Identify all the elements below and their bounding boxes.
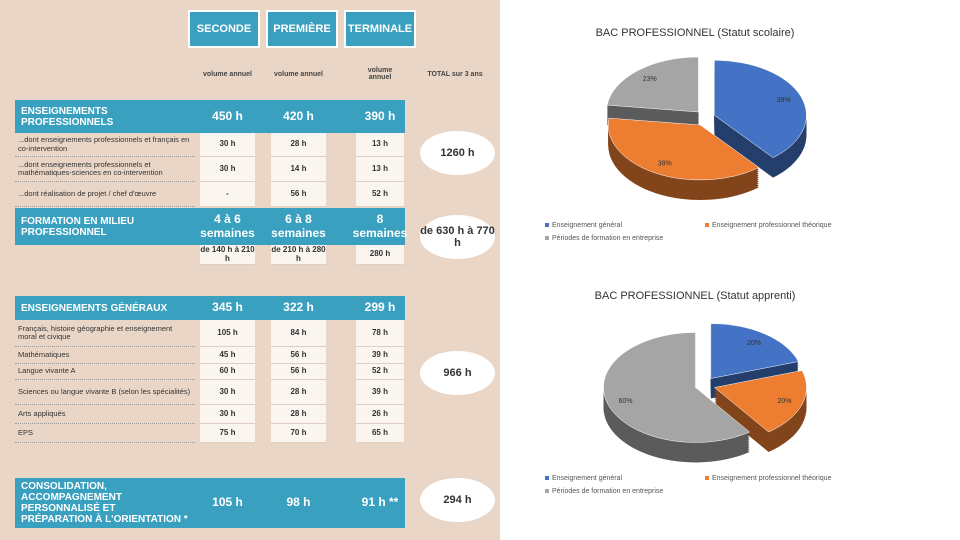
row-label: ...dont enseignements professionnels et … <box>15 133 195 157</box>
row-value: 65 h <box>356 424 404 443</box>
column-header: SECONDE <box>188 10 260 48</box>
total-bubble: de 630 h à 770 h <box>420 215 495 259</box>
section-title: CONSOLIDATION, ACCOMPAGNEMENT PERSONNALI… <box>21 481 188 525</box>
row-value: 28 h <box>271 133 326 157</box>
section-value: 98 h <box>286 495 311 510</box>
row-label: Arts appliqués <box>15 405 195 424</box>
row-label: Français, histoire géographie et enseign… <box>15 320 195 347</box>
row-value: 30 h <box>200 157 255 182</box>
section-value: 390 h <box>364 108 396 123</box>
section-title: ENSEIGNEMENTS PROFESSIONNELS <box>21 105 114 128</box>
row-value: 70 h <box>271 424 326 443</box>
slice <box>606 56 699 113</box>
legend-swatch <box>545 476 549 480</box>
row-value: - <box>200 182 255 207</box>
row-value: 84 h <box>271 320 326 347</box>
section-title: FORMATION EN MILIEU PROFESSIONNEL <box>21 215 135 238</box>
row-value: 56 h <box>271 347 326 364</box>
legend-swatch <box>545 236 549 240</box>
row-value: 56 h <box>271 364 326 380</box>
row-value: 60 h <box>200 364 255 380</box>
slice <box>713 370 807 433</box>
section-band <box>15 478 405 528</box>
slice <box>603 332 751 443</box>
legend-swatch <box>705 223 709 227</box>
section-band <box>15 296 405 320</box>
column-subheader: volume annuel <box>273 70 323 78</box>
slice <box>714 60 807 158</box>
legend-label: Périodes de formation en entreprise <box>552 235 663 242</box>
section-value: 91 h ** <box>361 495 399 510</box>
section-title: ENSEIGNEMENTS GÉNÉRAUX <box>21 302 168 314</box>
row-value: 13 h <box>356 133 404 157</box>
slice-label: 39% <box>777 97 791 104</box>
total-bubble: 294 h <box>420 478 495 522</box>
row-label: Mathématiques <box>15 347 195 364</box>
legend-label: Enseignement professionnel théorique <box>712 475 832 482</box>
row-value: 30 h <box>200 380 255 405</box>
legend-label: Enseignement professionnel théorique <box>712 222 832 229</box>
section-value: 345 h <box>212 300 243 315</box>
column-subheader: TOTAL sur 3 ans <box>427 70 483 78</box>
row-value: 75 h <box>200 424 255 443</box>
column-header: TERMINALE <box>344 10 416 48</box>
legend-swatch <box>545 489 549 493</box>
section-value: 322 h <box>283 300 314 315</box>
legend-swatch <box>705 476 709 480</box>
legend-swatch <box>545 223 549 227</box>
section-value: 4 à 6 semaines <box>200 212 255 240</box>
section-value: 105 h <box>212 495 243 510</box>
legend-label: Enseignement général <box>552 475 622 482</box>
chart-title: BAC PROFESSIONNEL (Statut apprenti) <box>595 290 796 302</box>
row-value: 39 h <box>356 347 404 364</box>
slice-label: 60% <box>618 398 632 405</box>
row-value: de 210 h à 280 h <box>271 245 326 265</box>
row-value: 30 h <box>200 405 255 424</box>
legend-label: Périodes de formation en entreprise <box>552 488 663 495</box>
column-header: PREMIÈRE <box>266 10 338 48</box>
charts: BAC PROFESSIONNEL (Statut scolaire) 39% 38… <box>545 27 832 495</box>
row-value: 56 h <box>271 182 326 207</box>
row-label: Sciences ou langue vivante B (selon les … <box>15 380 195 405</box>
row-value: de 140 h à 210 h <box>200 245 255 265</box>
section-value: 6 à 8 semaines <box>271 212 326 240</box>
total-bubble: 966 h <box>420 351 495 395</box>
total-bubble: 1260 h <box>420 131 495 175</box>
row-value: 28 h <box>271 405 326 424</box>
row-value: 52 h <box>356 364 404 380</box>
row-value: 45 h <box>200 347 255 364</box>
row-value: 52 h <box>356 182 404 207</box>
row-value: 78 h <box>356 320 404 347</box>
section-band <box>15 208 405 245</box>
row-value: 14 h <box>271 157 326 182</box>
chart-title: BAC PROFESSIONNEL (Statut scolaire) <box>596 27 795 39</box>
row-value: 105 h <box>200 320 255 347</box>
row-label: EPS <box>15 424 195 443</box>
slice <box>710 323 799 379</box>
column-subheader: volume annuel <box>367 67 393 81</box>
row-value: 280 h <box>356 245 404 265</box>
column-subheader: volume annuel <box>202 70 252 78</box>
slice <box>608 117 760 181</box>
slice-label: 23% <box>643 76 657 83</box>
section-value: 420 h <box>283 108 314 123</box>
legend-label: Enseignement général <box>552 222 622 229</box>
section-band <box>15 100 405 133</box>
row-value: 30 h <box>200 133 255 157</box>
row-label: ...dont réalisation de projet / chef d'œ… <box>15 182 195 207</box>
section-value: 299 h <box>364 300 396 315</box>
slice-label: 38% <box>658 160 672 167</box>
row-value: 28 h <box>271 380 326 405</box>
table-panel: SECONDE PREMIÈRE TERMINALE volume annuel vol… <box>0 0 500 540</box>
row-value: 13 h <box>356 157 404 182</box>
row-label: ...dont enseignements professionnels et … <box>15 157 195 182</box>
section-value: 8 semaines <box>352 212 408 240</box>
section-value: 450 h <box>212 108 243 123</box>
row-value: 39 h <box>356 380 404 405</box>
row-value: 26 h <box>356 405 404 424</box>
slice-label: 20% <box>747 340 761 347</box>
slice-label: 20% <box>778 398 792 405</box>
row-label: Langue vivante A <box>15 364 195 380</box>
